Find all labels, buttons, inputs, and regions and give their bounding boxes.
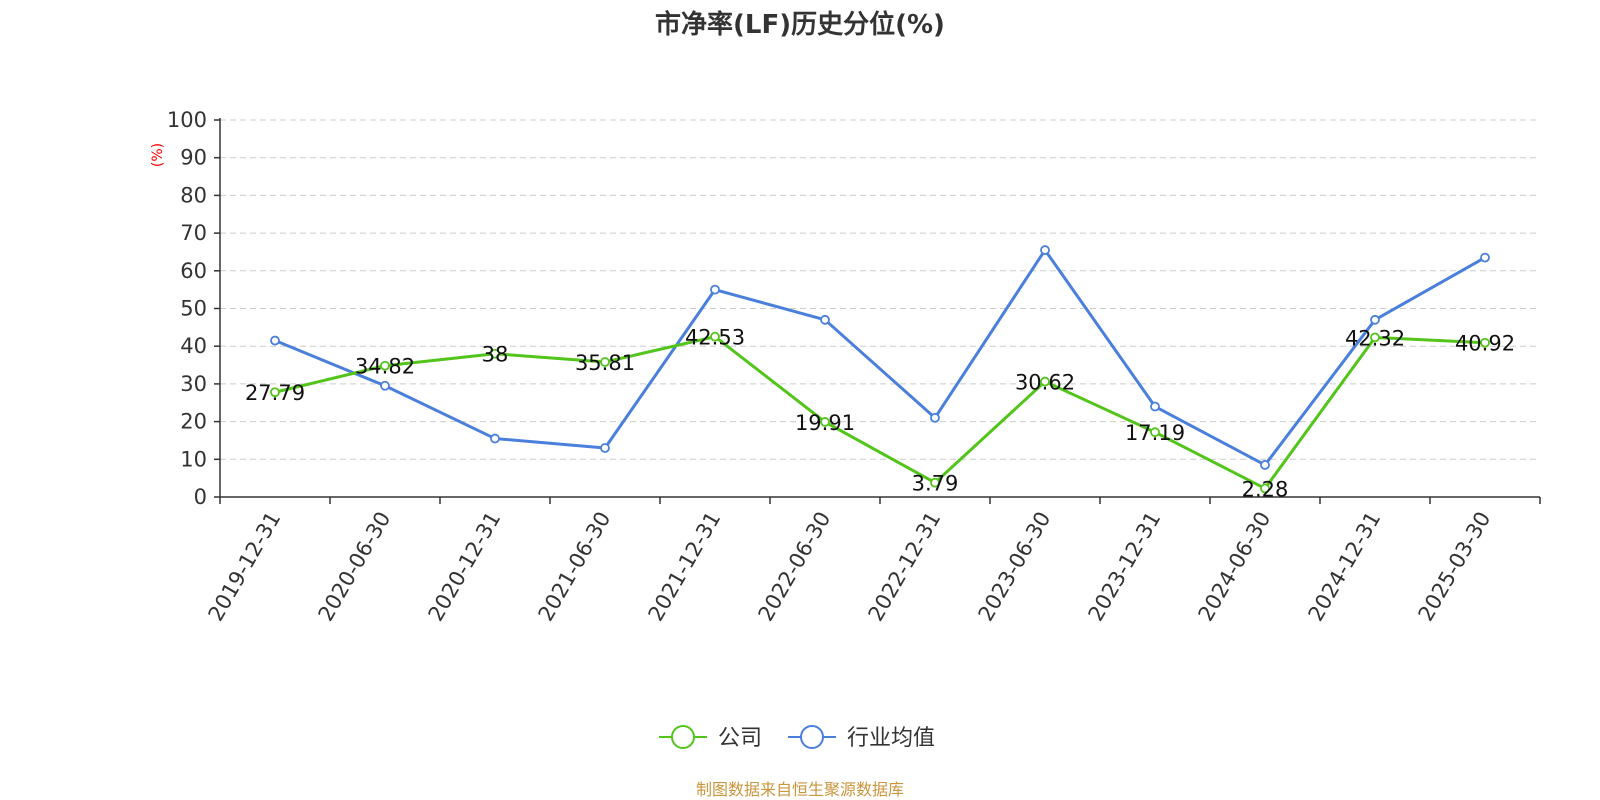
legend-item-0[interactable]: 公司 [659, 725, 762, 751]
data-label: 27.79 [245, 381, 305, 405]
data-point [270, 387, 280, 398]
data-point [710, 331, 720, 342]
x-tick-label: 2021-06-30 [534, 508, 616, 626]
data-point [820, 314, 830, 325]
x-tick-label: 2024-12-31 [1304, 508, 1386, 626]
legend[interactable]: 公司 行业均值 [659, 725, 935, 751]
data-point [1480, 252, 1490, 263]
data-label: 38 [482, 343, 509, 367]
x-tick-label: 2019-12-31 [204, 508, 286, 626]
gridlines [220, 119, 1540, 460]
x-tick-label: 2020-12-31 [424, 508, 506, 626]
y-tick-label: 50 [180, 297, 207, 321]
data-point [380, 360, 390, 371]
data-point [1040, 245, 1050, 255]
y-tick-label: 0 [194, 485, 207, 509]
data-label: 30.62 [1015, 371, 1075, 395]
legend-label: 行业均值 [847, 726, 935, 751]
series-line-1 [274, 248, 1486, 467]
y-tick-label: 40 [180, 334, 207, 358]
data-labels: 27.79 34.82 38 35.81 42.53 19.91 3.79 30.62 17.1… [245, 326, 1515, 502]
data-label: 35.81 [575, 351, 635, 375]
data-label: 42.53 [685, 326, 745, 350]
data-label: 2.28 [1242, 477, 1289, 501]
data-point [1480, 337, 1490, 348]
data-point [1260, 460, 1270, 470]
chart-title: 市净率(LF)历史分位(%) [655, 9, 945, 40]
data-point [1370, 332, 1380, 343]
y-tick-label: 20 [180, 410, 207, 434]
data-point [490, 433, 500, 444]
data-point [1040, 376, 1050, 387]
data-point [1150, 427, 1160, 438]
data-point [710, 284, 720, 295]
data-point [930, 477, 940, 488]
legend-item-1[interactable]: 行业均值 [788, 725, 935, 751]
data-point [1370, 314, 1380, 325]
data-point [380, 380, 390, 391]
data-point [600, 357, 610, 367]
y-tick-label: 90 [180, 146, 207, 170]
legend-label: 公司 [718, 726, 762, 751]
x-tick-label: 2021-12-31 [644, 508, 726, 626]
x-tick-label: 2020-06-30 [314, 508, 396, 626]
y-tick-label: 10 [180, 447, 207, 471]
legend-marker [671, 725, 695, 749]
source-note: 制图数据来自恒生聚源数据库 [696, 780, 904, 799]
data-point [490, 348, 500, 359]
y-axis-unit: (%) [150, 143, 166, 167]
y-tick-label: 70 [180, 221, 207, 245]
data-point [930, 412, 940, 423]
series-line-0 [274, 335, 1486, 490]
data-label: 34.82 [355, 355, 415, 379]
y-tick-label: 30 [180, 372, 207, 396]
x-tick-label: 2024-06-30 [1194, 508, 1276, 626]
data-point [270, 335, 280, 346]
y-tick-label: 100 [167, 108, 207, 132]
series-lines [270, 245, 1490, 494]
data-label: 3.79 [912, 472, 959, 496]
x-tick-label: 2022-12-31 [864, 508, 946, 626]
data-label: 42.32 [1345, 326, 1405, 350]
x-tick-label: 2022-06-30 [754, 508, 836, 626]
data-point [820, 417, 830, 427]
x-tick-label: 2023-06-30 [974, 508, 1056, 626]
data-point [1150, 401, 1160, 412]
y-tick-label: 60 [180, 259, 207, 283]
x-tick-label: 2023-12-31 [1084, 508, 1166, 626]
y-axis: 0 10 20 30 40 50 60 70 80 90 100 [167, 108, 221, 509]
x-tick-label: 2025-03-30 [1414, 508, 1496, 626]
data-point [1260, 483, 1270, 494]
legend-marker [800, 725, 824, 749]
y-tick-label: 80 [180, 183, 207, 207]
data-label: 19.91 [795, 411, 855, 435]
data-label: 17.19 [1125, 421, 1185, 445]
data-label: 40.92 [1455, 332, 1515, 356]
x-axis: 2019-12-31 2020-06-30 2020-12-31 2021-06-30… [204, 496, 1541, 626]
data-point [600, 443, 610, 453]
